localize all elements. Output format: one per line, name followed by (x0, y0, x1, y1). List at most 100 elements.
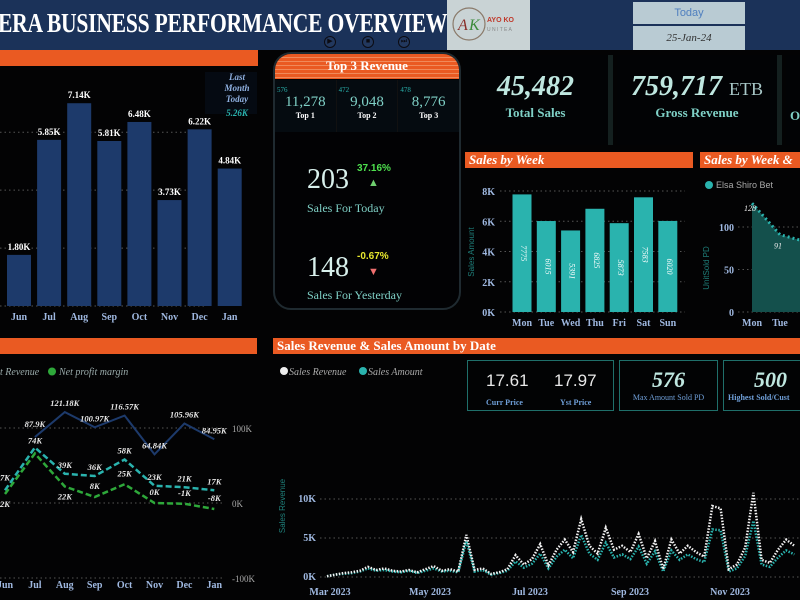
bar (217, 168, 242, 306)
today-button[interactable]: Today (633, 2, 745, 24)
bar-label: 1.80K (8, 242, 31, 252)
play-icon[interactable]: ▶ (324, 36, 336, 48)
item-value: 9,048 (350, 94, 384, 110)
bar (585, 208, 605, 312)
last-month-card: Last Month Today 5.26K (205, 72, 257, 118)
max-amount-card: 576 Max Amount Sold PD (619, 360, 718, 411)
y-tick-label: 0K (303, 572, 316, 583)
sales-by-week-product-header: Sales by Week & (700, 152, 800, 168)
down-arrow-icon: ▼ (368, 266, 379, 278)
item-code: 472 (338, 86, 350, 94)
x-tick-label: Aug (70, 312, 88, 323)
bar-label: 7.14K (68, 90, 91, 100)
bar (536, 221, 556, 312)
separator-icon (343, 36, 355, 48)
y-tick-label: 10K (298, 494, 316, 505)
legend-label: Sales Amount (368, 367, 423, 378)
y-axis-label: Sales Revenue (278, 478, 287, 533)
total-sales-card: 45,482 Total Sales (463, 55, 613, 145)
curr-price-value: 17.61 (486, 371, 529, 390)
x-tick-label: Jun (11, 312, 28, 323)
max-amount-value: 576 (652, 367, 685, 392)
bar-label: 6.22K (188, 116, 211, 126)
bar-label: 5.85K (38, 127, 61, 137)
x-tick-label: Tue (772, 318, 788, 329)
x-tick-label: Tue (538, 318, 554, 329)
area-fill (752, 203, 800, 312)
company-logo: A K AYO KO U N I T E A (447, 0, 530, 50)
x-tick-label: Nov (161, 312, 178, 323)
stop-icon[interactable]: ■ (362, 36, 374, 48)
bar (157, 200, 182, 306)
svg-text:AYO KO: AYO KO (487, 17, 515, 24)
series-line (34, 410, 215, 456)
x-tick-label: Thu (586, 318, 604, 329)
bar-label: 6015 (543, 259, 552, 275)
data-label: 36K (87, 462, 104, 472)
yesterday-sales-value: 148 (307, 252, 349, 283)
bar (127, 121, 152, 306)
x-tick-label: Oct (117, 580, 133, 591)
x-tick-label: Jun (0, 580, 13, 591)
bar-label: 7775 (519, 245, 528, 261)
yst-price-label: Yst Price (560, 398, 592, 407)
top3-item: 478 8,776 Top 3 (398, 80, 459, 132)
top3-title: Top 3 Revenue (326, 58, 408, 73)
gross-revenue-card: 759,717 ETB Gross Revenue (617, 55, 782, 145)
data-label: 21K (176, 473, 193, 483)
third-kpi-label: O (790, 108, 800, 123)
legend-label: Sales Revenue (289, 367, 347, 378)
legend-dot (280, 367, 288, 375)
bar (187, 129, 212, 306)
y-tick-label: 5K (303, 533, 316, 544)
data-label: 121.18K (50, 398, 80, 408)
data-label: 7K (0, 472, 11, 482)
bar-label: 5.81K (98, 128, 121, 138)
y-tick-label: 2K (482, 278, 495, 289)
bar-label: 6.48K (128, 109, 151, 119)
next-icon[interactable]: ⏭ (398, 36, 410, 48)
profit-chart-header (0, 338, 257, 354)
x-tick-label: Aug (56, 580, 74, 591)
current-date: 25-Jan-24 (633, 26, 745, 50)
up-arrow-icon: ▲ (368, 177, 379, 189)
x-tick-label: Mar 2023 (309, 587, 350, 598)
data-label: 74K (28, 436, 44, 446)
item-rank: Top 3 (419, 111, 439, 120)
item-code: 576 (277, 86, 288, 94)
x-tick-label: May 2023 (409, 587, 451, 598)
unitsold-area-chart: Elsa Shiro Bet 0 50 100 UnitSold PD 128 Mon 91 T… (702, 180, 800, 329)
item-rank: Top 1 (295, 111, 315, 120)
y-axis-label: Sales Amount (467, 227, 476, 277)
svg-text:A: A (457, 17, 468, 34)
last-month-label: Last Month Today (224, 72, 250, 104)
data-label: 105.96K (170, 410, 200, 420)
x-tick-label: Jul 2023 (512, 587, 548, 598)
y-tick-label: 4K (482, 248, 495, 259)
data-label: 116.57K (110, 402, 140, 412)
bar (7, 254, 31, 306)
x-tick-label: Jan (207, 580, 223, 591)
legend-dot (48, 367, 56, 376)
x-tick-label: Jan (222, 312, 238, 323)
top3-items: 576 11,278 Top 1 472 9,048 Top 2 478 8,776 Top… (275, 80, 459, 132)
data-label: 100.97K (80, 413, 110, 423)
data-label: 39K (57, 460, 74, 470)
bar-label: 7583 (641, 247, 650, 263)
data-label: 84.95K (202, 425, 228, 435)
data-label: 58K (118, 446, 134, 456)
y-tick-label: 100 (719, 223, 734, 234)
data-label: 91 (774, 242, 782, 251)
x-tick-label: Mon (512, 318, 532, 329)
bar-label: 6825 (592, 252, 601, 268)
third-kpi-card: O (786, 55, 800, 145)
bar-label: 3.73K (158, 187, 181, 197)
y-tick-label: 8K (482, 187, 495, 198)
x-tick-label: Sat (637, 318, 652, 329)
series-line (326, 492, 796, 578)
data-label: 17K (207, 476, 223, 486)
x-tick-label: Dec (192, 312, 209, 323)
x-tick-label: Sun (659, 318, 676, 329)
today-sales-value: 203 (307, 164, 349, 195)
series-line (326, 520, 795, 578)
